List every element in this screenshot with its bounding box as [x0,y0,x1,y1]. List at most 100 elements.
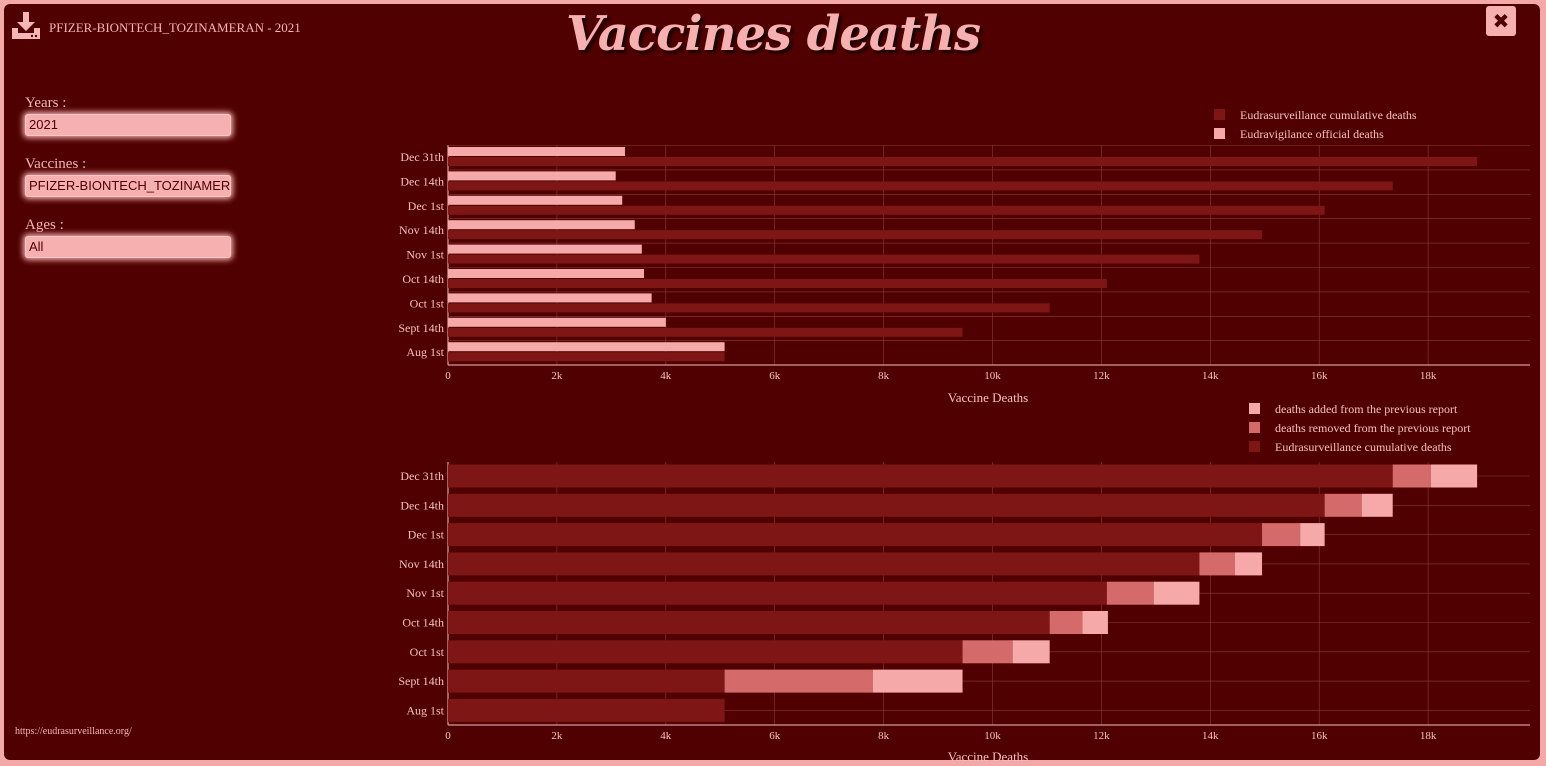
legend-swatch [1249,422,1260,433]
y-tick-label: Dec 14th [400,174,444,188]
y-tick-label: Nov 14th [399,223,444,237]
y-tick-label: Oct 14th [402,272,444,286]
legend-label: Eudrasurveillance cumulative deaths [1240,108,1417,122]
x-tick-label: 2k [551,730,563,742]
bar-cumulative-deaths [448,279,1107,288]
bar-cumulative-deaths [448,464,1393,488]
bar-cumulative-deaths [448,698,725,722]
legend-swatch [1214,109,1225,120]
y-tick-label: Aug 1st [406,703,444,717]
bar-official-deaths [448,220,635,230]
years-select[interactable]: 2021 [25,114,231,136]
x-tick-label: 0 [445,370,451,382]
y-tick-label: Oct 1st [410,296,445,310]
y-tick-label: Dec 1st [408,528,445,542]
source-link[interactable]: https://eudrasurveillance.org/ [15,726,132,737]
bar-official-deaths [448,317,666,327]
x-tick-label: 6k [769,730,781,742]
bar-official-deaths [448,269,645,278]
bar-cumulative-deaths [448,523,1263,547]
bar-removed-deaths [1392,464,1431,488]
x-tick-label: 16k [1311,370,1328,382]
legend-label: Eudravigilance official deaths [1240,127,1384,141]
x-tick-label: 4k [660,730,672,742]
bar-removed-deaths [1324,493,1362,517]
legend-swatch [1214,128,1225,139]
ages-select[interactable]: All [25,236,231,258]
x-axis-label: Vaccine Deaths [948,390,1029,405]
y-tick-label: Sept 14th [398,321,444,335]
bar-cumulative-deaths [448,640,963,664]
bar-official-deaths [448,244,642,254]
bar-removed-deaths [1106,581,1154,605]
bar-cumulative-deaths [448,611,1050,634]
bar-added-deaths [1012,640,1050,664]
x-axis-label: Vaccine Deaths [948,749,1029,764]
bar-cumulative-deaths [448,552,1200,576]
y-tick-label: Nov 1st [406,248,444,262]
x-tick-label: 10k [984,730,1001,742]
x-tick-label: 10k [984,370,1001,382]
y-tick-label: Dec 31th [400,469,444,483]
vaccines-select[interactable]: PFIZER-BIONTECH_TOZINAMERAN [25,175,231,197]
x-tick-label: 14k [1202,370,1219,382]
x-tick-label: 8k [878,370,890,382]
download-icon[interactable] [10,11,42,41]
bar-added-deaths [1153,581,1200,605]
bar-official-deaths [448,293,652,303]
x-tick-label: 12k [1093,730,1110,742]
ages-label: Ages : [25,217,64,233]
bar-removed-deaths [1199,552,1235,576]
bar-official-deaths [448,342,725,352]
bar-cumulative-deaths [448,181,1393,191]
page-title: Vaccines deaths [565,6,981,62]
legend-label: deaths added from the previous report [1275,402,1458,416]
bar-removed-deaths [1262,523,1301,547]
y-tick-label: Dec 31th [400,150,444,164]
x-tick-label: 0 [445,730,451,742]
legend-swatch [1249,441,1260,452]
x-tick-label: 2k [551,370,563,382]
y-tick-label: Dec 1st [408,199,445,213]
bar-cumulative-deaths [448,327,963,337]
x-tick-label: 18k [1420,370,1437,382]
bar-cumulative-deaths [448,303,1050,313]
x-tick-label: 4k [660,370,672,382]
close-icon-glyph: ✖ [1492,9,1510,33]
y-tick-label: Aug 1st [406,345,444,359]
y-tick-label: Oct 1st [410,645,445,659]
x-tick-label: 8k [878,730,890,742]
years-label: Years : [25,95,67,111]
x-tick-label: 12k [1093,370,1110,382]
bar-official-deaths [448,195,623,205]
x-tick-label: 14k [1202,730,1219,742]
x-tick-label: 6k [769,370,781,382]
bar-cumulative-deaths [448,254,1200,264]
y-tick-label: Sept 14th [398,674,444,688]
bar-removed-deaths [962,640,1013,664]
close-icon[interactable]: ✖ [1486,6,1516,36]
y-tick-label: Nov 1st [406,586,444,600]
y-tick-label: Nov 14th [399,557,444,571]
bar-cumulative-deaths [448,205,1325,215]
legend-label: Eudrasurveillance cumulative deaths [1275,440,1452,454]
bar-removed-deaths [724,669,873,693]
bar-added-deaths [1082,611,1108,634]
bar-removed-deaths [1049,611,1083,634]
bar-added-deaths [872,669,963,693]
bar-cumulative-deaths [448,352,725,362]
legend-label: deaths removed from the previous report [1275,421,1471,435]
bar-cumulative-deaths [448,669,725,693]
bar-added-deaths [1361,493,1393,517]
bar-cumulative-deaths [448,157,1478,166]
bar-added-deaths [1300,523,1325,547]
bar-added-deaths [1430,464,1478,488]
y-tick-label: Dec 14th [400,498,444,512]
bar-official-deaths [448,147,625,156]
bar-added-deaths [1234,552,1263,576]
report-subtitle: PFIZER-BIONTECH_TOZINAMERAN - 2021 [49,20,301,35]
legend-swatch [1249,403,1260,414]
y-tick-label: Oct 14th [402,616,444,630]
